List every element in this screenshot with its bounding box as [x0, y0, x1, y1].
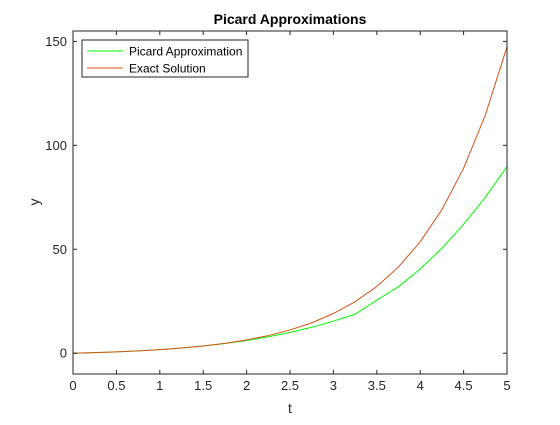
x-tick-label: 2	[243, 378, 250, 393]
y-tick-label: 50	[53, 242, 67, 257]
legend-box	[81, 39, 249, 78]
x-tick-label: 0	[69, 378, 76, 393]
series-lines	[72, 46, 508, 354]
x-tick-label: 3.5	[368, 378, 386, 393]
legend-label-picard-approximation: Picard Approximation	[129, 45, 242, 59]
x-tick-label: 1	[156, 378, 163, 393]
y-tick-label: 100	[45, 138, 67, 153]
x-tick-label: 2.5	[281, 378, 299, 393]
y-tick-label: 0	[60, 346, 67, 361]
series-line-exact-solution	[72, 46, 508, 354]
x-tick-label: 4.5	[455, 378, 473, 393]
y-axis-label: y	[26, 199, 42, 206]
x-tick-label: 5	[503, 378, 510, 393]
y-axis: 0 50 100 150	[45, 34, 507, 361]
y-tick-label: 150	[45, 34, 67, 49]
chart-title: Picard Approximations	[214, 11, 367, 27]
legend: Picard Approximation Exact Solution	[81, 39, 249, 78]
legend-label-exact-solution: Exact Solution	[129, 62, 206, 76]
plot-area	[73, 31, 507, 374]
x-tick-label: 0.5	[107, 378, 125, 393]
x-axis: 0 0.5 1 1.5 2 2.5 3 3.5 4 4.5 5	[69, 31, 511, 393]
x-tick-label: 4	[417, 378, 424, 393]
x-tick-label: 3	[330, 378, 337, 393]
x-axis-label: t	[288, 400, 292, 416]
x-tick-label: 1.5	[194, 378, 212, 393]
